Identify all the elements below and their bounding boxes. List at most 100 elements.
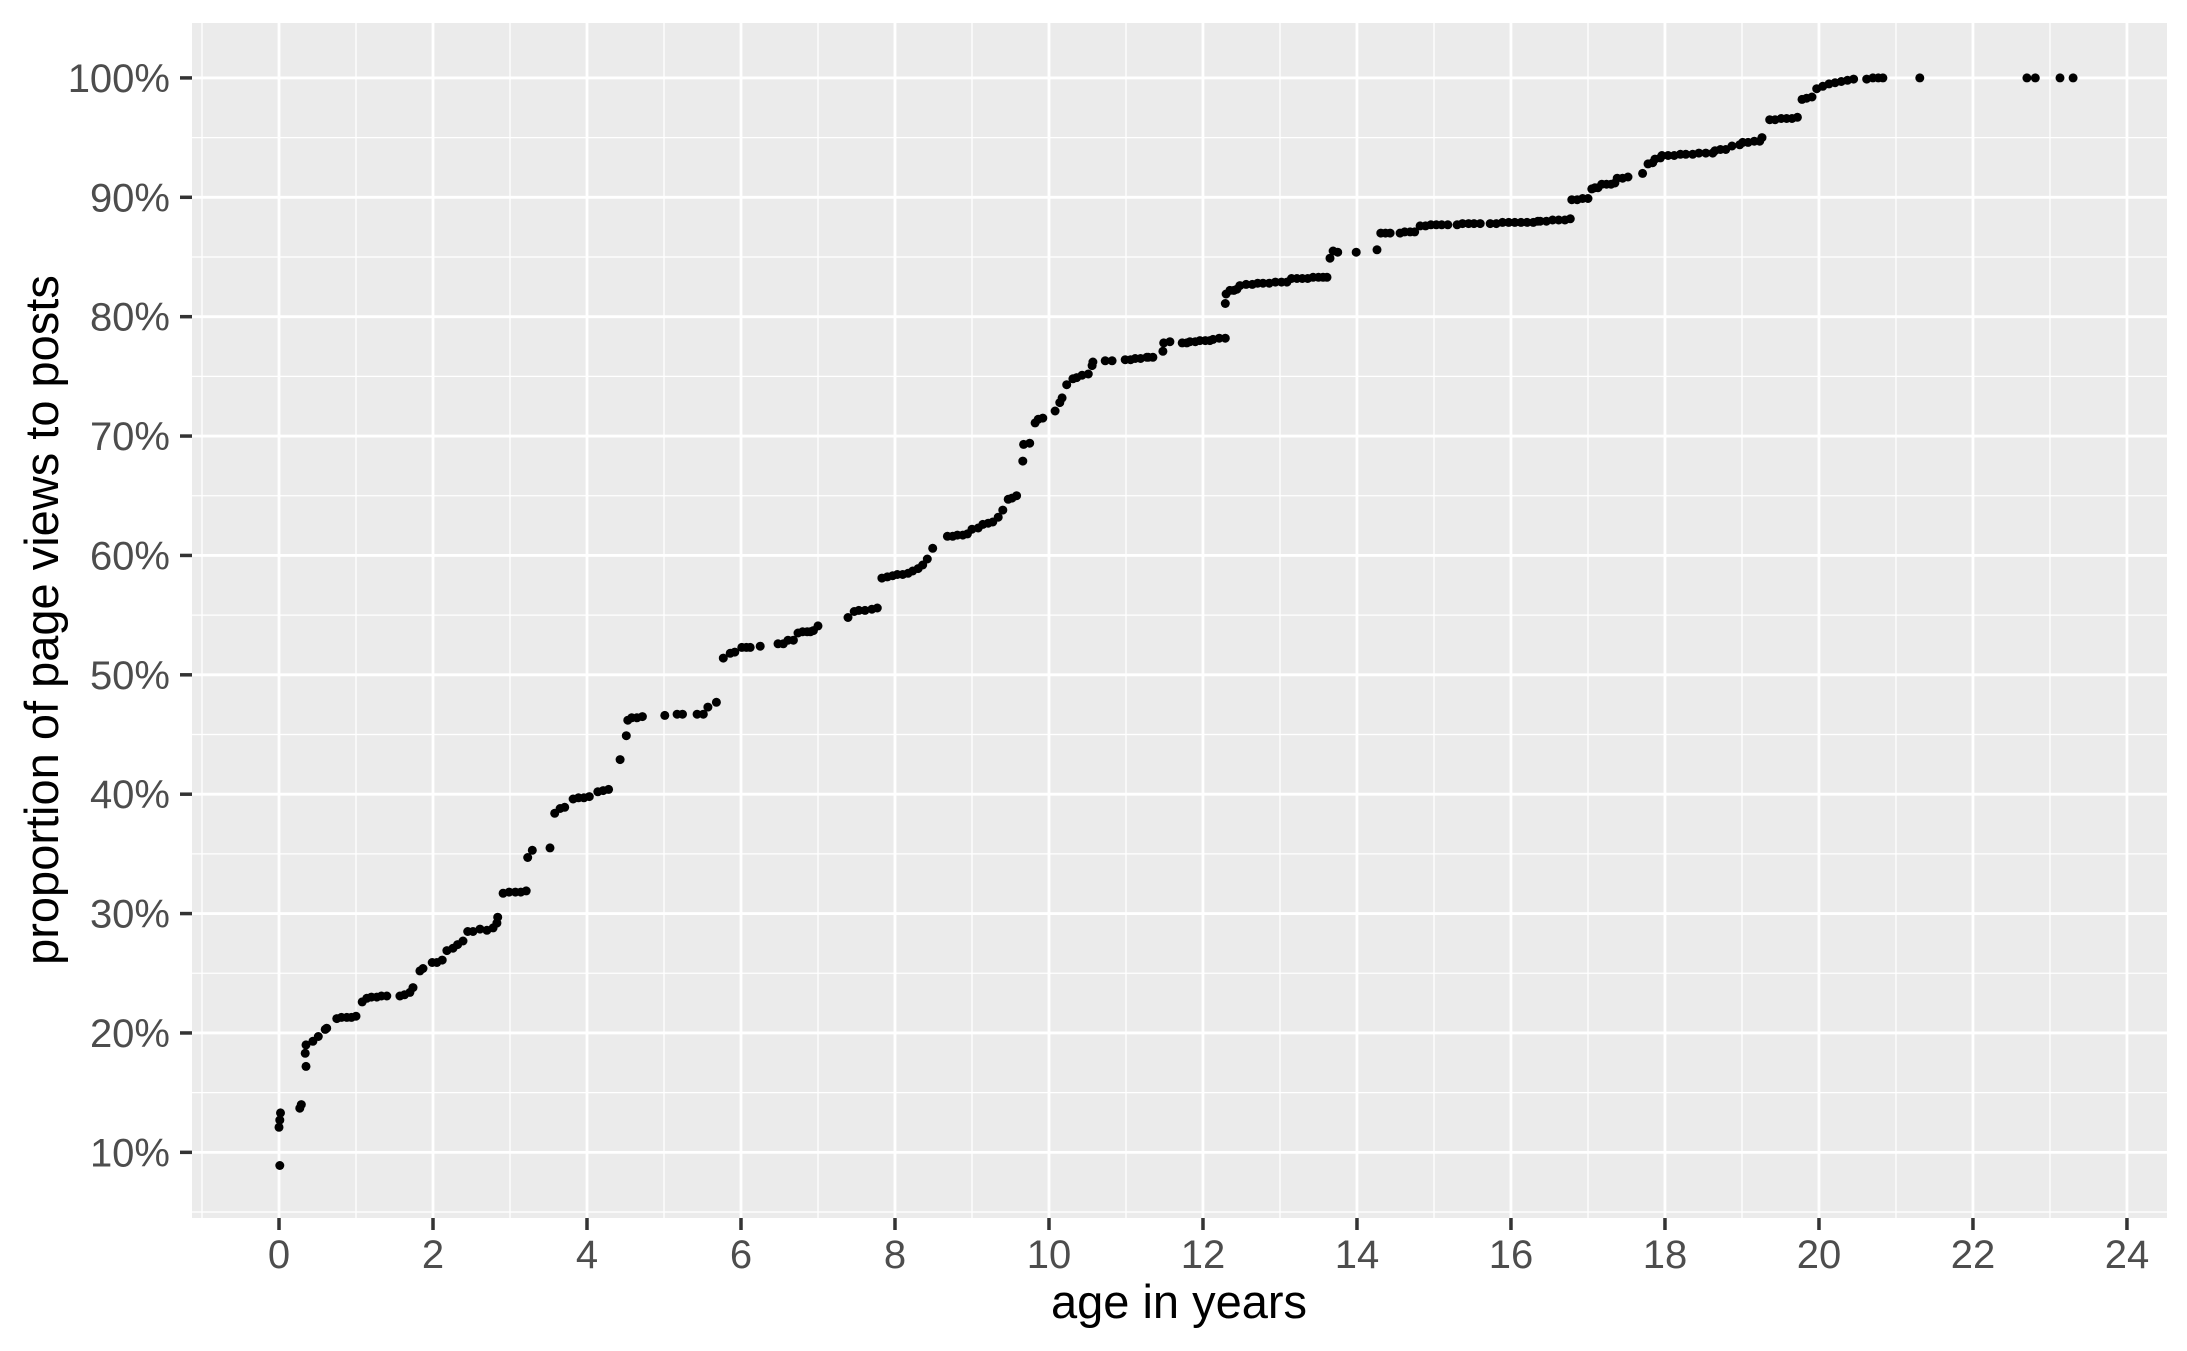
data-point	[527, 845, 537, 855]
x-tick-label: 24	[2105, 1233, 2150, 1277]
data-point	[313, 1032, 323, 1041]
data-point	[1469, 219, 1479, 229]
data-point	[418, 964, 428, 973]
y-tick-label: 80%	[90, 296, 170, 340]
data-point	[1050, 406, 1060, 416]
x-tick-label: 22	[1951, 1233, 1996, 1277]
data-point	[1915, 73, 1925, 83]
x-tick-label: 18	[1643, 1233, 1688, 1277]
data-point	[301, 1040, 311, 1050]
data-point	[2030, 73, 2040, 83]
x-tick-label: 8	[884, 1233, 906, 1277]
x-tick-label: 10	[1027, 1233, 1072, 1277]
data-point	[745, 642, 755, 652]
data-point	[1333, 247, 1343, 257]
data-point	[1522, 217, 1532, 227]
axis-layer: 0 2 4 6 8 10 12 14 16 18 20 22 2410%20%30%40%50%60%7…	[68, 57, 2150, 1277]
x-tick-label: 4	[576, 1233, 598, 1277]
x-tick-label: 20	[1797, 1233, 1842, 1277]
plot-panel	[192, 23, 2167, 1218]
data-point	[1623, 172, 1633, 182]
data-point	[493, 912, 503, 922]
data-point	[1565, 214, 1575, 224]
data-point	[993, 512, 1003, 522]
data-point	[1100, 356, 1110, 366]
data-point	[1322, 272, 1332, 282]
data-point	[1148, 352, 1158, 362]
data-point	[678, 709, 687, 719]
y-tick-label: 20%	[90, 1012, 170, 1056]
data-point	[843, 613, 853, 622]
data-point	[1849, 74, 1859, 84]
data-point	[1372, 245, 1382, 255]
data-point	[275, 1161, 285, 1170]
data-point	[275, 1115, 285, 1125]
data-point	[854, 605, 864, 615]
data-point	[475, 924, 485, 934]
data-point	[1025, 438, 1035, 448]
data-point	[382, 991, 392, 1001]
data-point	[301, 1061, 311, 1071]
y-axis-title: proportion of page views to posts	[15, 275, 68, 965]
data-point	[1638, 168, 1648, 178]
data-point	[1165, 337, 1175, 347]
data-point	[521, 886, 531, 896]
data-point	[860, 605, 870, 615]
y-tick-label: 10%	[90, 1131, 170, 1175]
data-point	[1220, 333, 1230, 343]
data-point	[437, 955, 447, 965]
y-tick-label: 70%	[90, 415, 170, 459]
data-point	[1792, 112, 1802, 122]
data-point	[300, 1048, 310, 1058]
data-point	[1107, 356, 1117, 366]
panel-layer	[192, 23, 2167, 1218]
data-point	[1012, 491, 1022, 501]
x-tick-label: 16	[1489, 1233, 1534, 1277]
data-point	[2055, 73, 2065, 83]
data-point	[660, 710, 670, 720]
data-point	[504, 887, 514, 897]
data-point	[523, 853, 533, 862]
data-point	[637, 712, 647, 722]
data-point	[615, 755, 625, 765]
data-point	[1510, 217, 1520, 227]
data-point	[1385, 228, 1395, 238]
data-point	[1018, 456, 1028, 466]
data-point	[718, 653, 728, 663]
data-point	[560, 802, 570, 812]
data-point	[1220, 299, 1230, 308]
points-layer	[274, 73, 2078, 1170]
data-point	[468, 927, 478, 936]
data-point	[351, 1011, 361, 1021]
data-point	[998, 505, 1008, 515]
data-point	[1038, 413, 1048, 423]
data-point	[1088, 357, 1098, 367]
data-point	[1807, 92, 1817, 102]
data-point	[584, 792, 594, 802]
y-tick-label: 30%	[90, 893, 170, 937]
grid-layer	[192, 23, 2167, 1218]
data-point	[928, 543, 938, 553]
data-point	[1535, 216, 1545, 226]
data-point	[1443, 220, 1453, 230]
data-point	[1681, 149, 1691, 159]
data-point	[1657, 151, 1667, 160]
data-point	[1057, 393, 1067, 403]
data-point	[703, 702, 713, 712]
data-point	[296, 1100, 306, 1110]
data-point	[1498, 217, 1507, 227]
x-tick-label: 6	[730, 1233, 752, 1277]
data-point	[2068, 73, 2078, 83]
data-point	[1158, 346, 1168, 356]
data-point	[276, 1108, 285, 1118]
data-point	[755, 641, 765, 651]
y-tick-label: 90%	[90, 176, 170, 220]
y-tick-label: 100%	[68, 57, 170, 101]
data-point	[1554, 215, 1564, 225]
data-point	[274, 1122, 284, 1132]
x-tick-label: 14	[1335, 1233, 1380, 1277]
data-point	[1878, 73, 1888, 83]
x-tick-label: 2	[422, 1233, 444, 1277]
